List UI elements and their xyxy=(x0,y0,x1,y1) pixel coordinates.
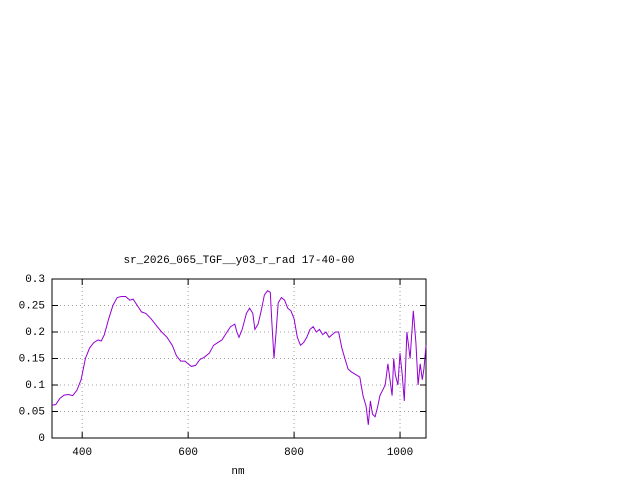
x-tick-label: 1000 xyxy=(387,447,413,459)
y-tick-label: 0.15 xyxy=(19,353,45,365)
y-tick-label: 0.05 xyxy=(19,406,45,418)
y-tick-label: 0 xyxy=(38,433,45,445)
plot-frame xyxy=(51,278,427,439)
y-tick-label: 0.25 xyxy=(19,300,45,312)
x-tick-label: 400 xyxy=(72,447,92,459)
x-tick-label: 600 xyxy=(178,447,198,459)
x-tick-label: 800 xyxy=(284,447,304,459)
data-line xyxy=(51,290,427,425)
chart-title: sr_2026_065_TGF__y03_r_rad 17-40-00 xyxy=(123,255,354,267)
y-tick-label: 0.3 xyxy=(25,274,45,286)
x-axis-label: nm xyxy=(231,466,245,478)
y-tick-label: 0.2 xyxy=(25,327,45,339)
y-tick-label: 0.1 xyxy=(25,380,45,392)
